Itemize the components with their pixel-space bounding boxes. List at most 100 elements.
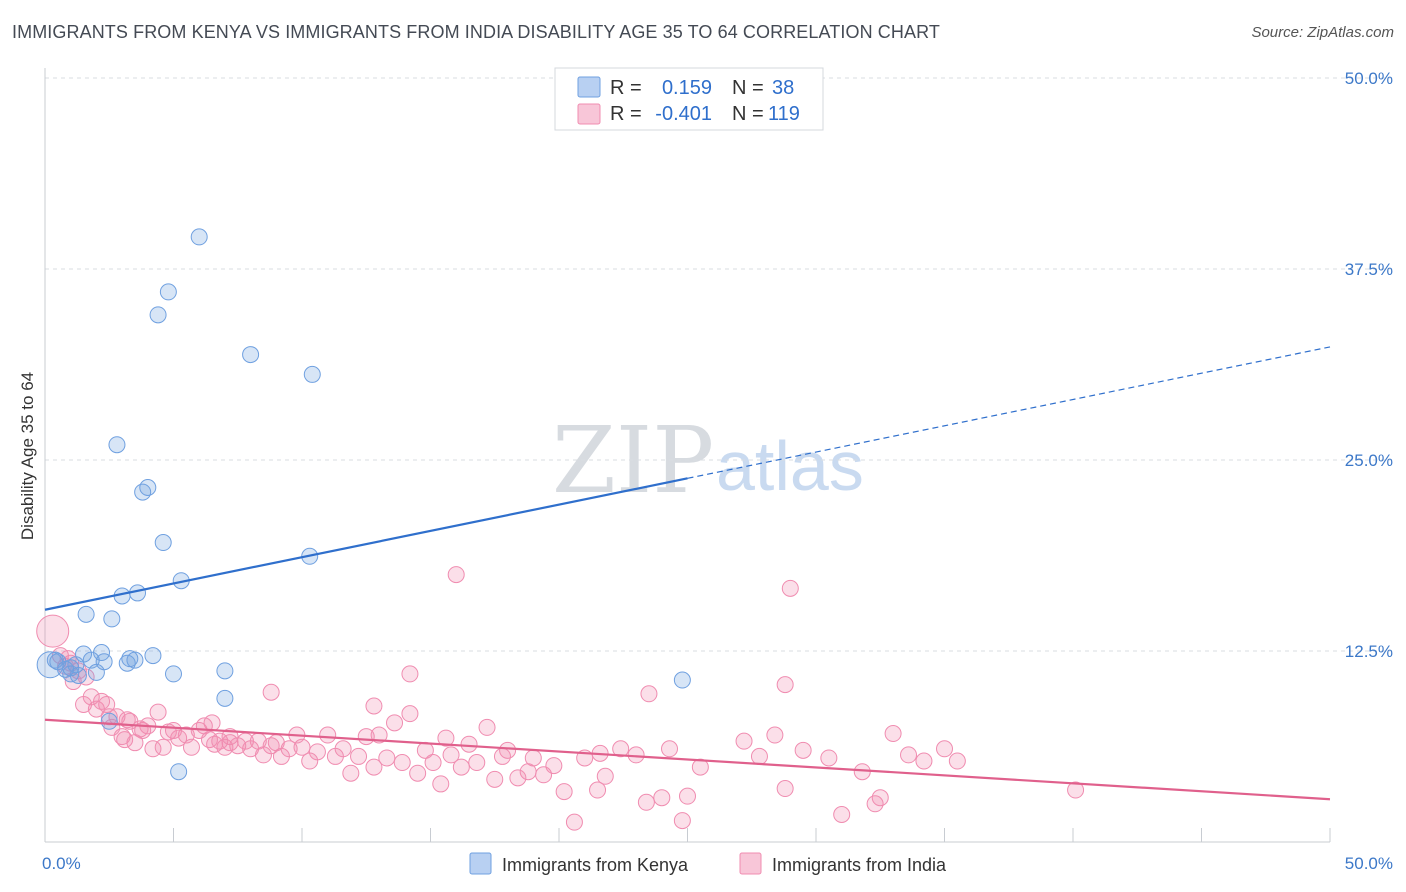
- india-point: [565, 813, 583, 831]
- y-tick-label: 12.5%: [1345, 642, 1393, 661]
- india-point: [524, 749, 542, 767]
- kenya-point: [170, 763, 188, 781]
- kenya-point: [144, 647, 162, 665]
- kenya-n-value: 38: [772, 77, 794, 99]
- x-tick-label: 0.0%: [42, 854, 81, 873]
- india-point: [612, 740, 630, 758]
- india-point: [319, 726, 337, 744]
- india-point: [378, 749, 396, 767]
- kenya-point: [95, 653, 113, 671]
- kenya-legend-label: Immigrants from Kenya: [502, 855, 689, 875]
- kenya-point: [303, 365, 321, 383]
- kenya-point: [126, 651, 144, 669]
- kenya-point: [103, 610, 121, 628]
- y-tick-label: 37.5%: [1345, 260, 1393, 279]
- india-legend-label: Immigrants from India: [772, 855, 947, 875]
- india-point: [915, 752, 933, 770]
- india-point: [342, 764, 360, 782]
- india-point: [116, 731, 134, 749]
- india-point: [370, 726, 388, 744]
- india-point: [691, 758, 709, 776]
- india-point: [936, 740, 953, 758]
- india-point: [545, 757, 563, 775]
- india-point: [871, 789, 889, 807]
- india-point: [509, 769, 527, 787]
- india-point: [149, 703, 167, 721]
- kenya-series: [36, 228, 691, 781]
- india-point: [350, 747, 368, 765]
- india-point: [637, 793, 655, 811]
- kenya-n-label: N =: [732, 77, 764, 99]
- india-point: [750, 747, 768, 765]
- india-point: [499, 741, 517, 759]
- india-point: [776, 676, 794, 694]
- india-point: [437, 729, 455, 747]
- india-point: [203, 714, 221, 732]
- india-point: [486, 770, 504, 788]
- y-axis-title: Disability Age 35 to 64: [18, 372, 37, 540]
- gridlines: [45, 77, 1392, 652]
- india-point: [216, 738, 234, 756]
- x-tick-labels: 0.0% 50.0%: [42, 854, 1393, 873]
- india-point: [884, 725, 902, 743]
- kenya-bottom-swatch: [469, 852, 492, 875]
- india-point: [154, 738, 172, 756]
- india-point: [640, 685, 658, 703]
- kenya-point: [100, 712, 118, 730]
- india-point: [262, 737, 280, 755]
- kenya-r-value: 0.159: [662, 77, 712, 99]
- india-point: [386, 714, 404, 732]
- kenya-point: [673, 671, 691, 689]
- india-point: [661, 740, 679, 758]
- india-point: [262, 683, 280, 701]
- kenya-point: [149, 306, 167, 324]
- india-point: [293, 738, 311, 756]
- kenya-point: [165, 665, 182, 683]
- india-legend-swatch: [577, 103, 601, 125]
- india-point: [1067, 781, 1085, 799]
- india-point: [478, 718, 496, 736]
- kenya-point: [134, 483, 152, 501]
- kenya-point: [190, 228, 208, 246]
- india-point: [401, 665, 419, 683]
- kenya-point: [159, 283, 177, 301]
- india-point: [833, 805, 851, 823]
- y-tick-label: 25.0%: [1345, 451, 1393, 470]
- kenya-point: [77, 605, 95, 623]
- india-point: [679, 787, 696, 805]
- india-point: [653, 789, 671, 807]
- source-label: Source: ZipAtlas.com: [1251, 24, 1394, 41]
- india-point: [36, 614, 70, 648]
- axes: [44, 68, 1331, 843]
- kenya-point: [154, 534, 172, 552]
- trend-lines: [44, 346, 1331, 801]
- india-point: [900, 746, 918, 764]
- india-point: [334, 740, 352, 758]
- india-point: [401, 705, 419, 723]
- india-point: [794, 741, 812, 759]
- india-point: [393, 754, 411, 772]
- india-bottom-swatch: [739, 852, 762, 875]
- correlation-legend: R = 0.159 N = 38 R = -0.401 N = 119: [554, 67, 824, 131]
- watermark-atlas: atlas: [716, 427, 864, 505]
- india-point: [820, 749, 838, 767]
- kenya-point: [139, 479, 157, 497]
- india-point: [776, 780, 794, 798]
- india-point: [432, 775, 450, 793]
- india-point: [93, 692, 111, 710]
- india-point: [673, 812, 691, 830]
- india-point: [735, 732, 753, 750]
- y-tick-label: 50.0%: [1345, 69, 1393, 88]
- india-point: [182, 738, 200, 756]
- india-point: [365, 758, 383, 776]
- india-trend-line: [44, 718, 1331, 801]
- series-legend: Immigrants from Kenya Immigrants from In…: [469, 852, 947, 875]
- y-tick-labels: 12.5% 25.0% 37.5% 50.0%: [1345, 69, 1393, 661]
- india-point: [468, 754, 486, 772]
- india-series: [36, 566, 1085, 831]
- india-n-value: 119: [768, 103, 800, 125]
- india-point: [442, 746, 460, 764]
- kenya-point: [216, 689, 234, 707]
- kenya-point: [108, 436, 126, 454]
